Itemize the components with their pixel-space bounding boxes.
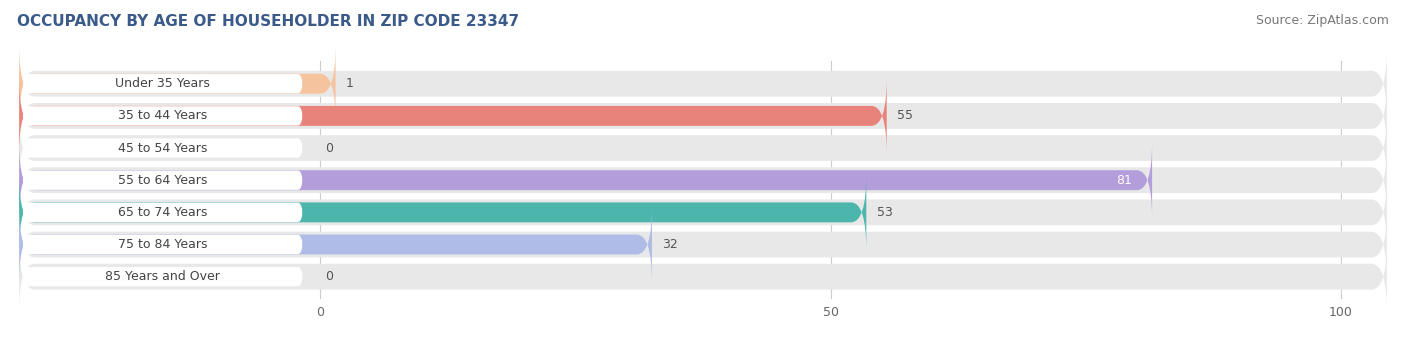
Text: 0: 0 — [325, 270, 333, 283]
Text: 45 to 54 Years: 45 to 54 Years — [118, 141, 207, 155]
Text: 35 to 44 Years: 35 to 44 Years — [118, 109, 207, 122]
FancyBboxPatch shape — [20, 206, 652, 283]
FancyBboxPatch shape — [22, 106, 302, 125]
Text: 85 Years and Over: 85 Years and Over — [105, 270, 219, 283]
Text: Source: ZipAtlas.com: Source: ZipAtlas.com — [1256, 14, 1389, 27]
Text: 65 to 74 Years: 65 to 74 Years — [118, 206, 207, 219]
FancyBboxPatch shape — [20, 209, 1386, 280]
FancyBboxPatch shape — [22, 138, 302, 158]
FancyBboxPatch shape — [22, 171, 302, 190]
FancyBboxPatch shape — [20, 145, 1386, 216]
FancyBboxPatch shape — [22, 203, 302, 222]
FancyBboxPatch shape — [22, 267, 302, 286]
FancyBboxPatch shape — [20, 174, 866, 251]
Text: 53: 53 — [876, 206, 893, 219]
Text: 0: 0 — [325, 141, 333, 155]
FancyBboxPatch shape — [20, 46, 336, 122]
Text: 55: 55 — [897, 109, 912, 122]
FancyBboxPatch shape — [20, 113, 1386, 183]
Text: 32: 32 — [662, 238, 678, 251]
Text: 55 to 64 Years: 55 to 64 Years — [118, 174, 207, 187]
Text: 1: 1 — [346, 77, 354, 90]
Text: Under 35 Years: Under 35 Years — [115, 77, 209, 90]
FancyBboxPatch shape — [20, 78, 887, 154]
FancyBboxPatch shape — [20, 81, 1386, 151]
FancyBboxPatch shape — [20, 48, 1386, 119]
FancyBboxPatch shape — [20, 241, 1386, 312]
FancyBboxPatch shape — [22, 74, 302, 94]
Text: OCCUPANCY BY AGE OF HOUSEHOLDER IN ZIP CODE 23347: OCCUPANCY BY AGE OF HOUSEHOLDER IN ZIP C… — [17, 14, 519, 29]
FancyBboxPatch shape — [22, 235, 302, 254]
Text: 75 to 84 Years: 75 to 84 Years — [118, 238, 207, 251]
FancyBboxPatch shape — [20, 142, 1152, 219]
Text: 81: 81 — [1116, 174, 1132, 187]
FancyBboxPatch shape — [20, 177, 1386, 248]
